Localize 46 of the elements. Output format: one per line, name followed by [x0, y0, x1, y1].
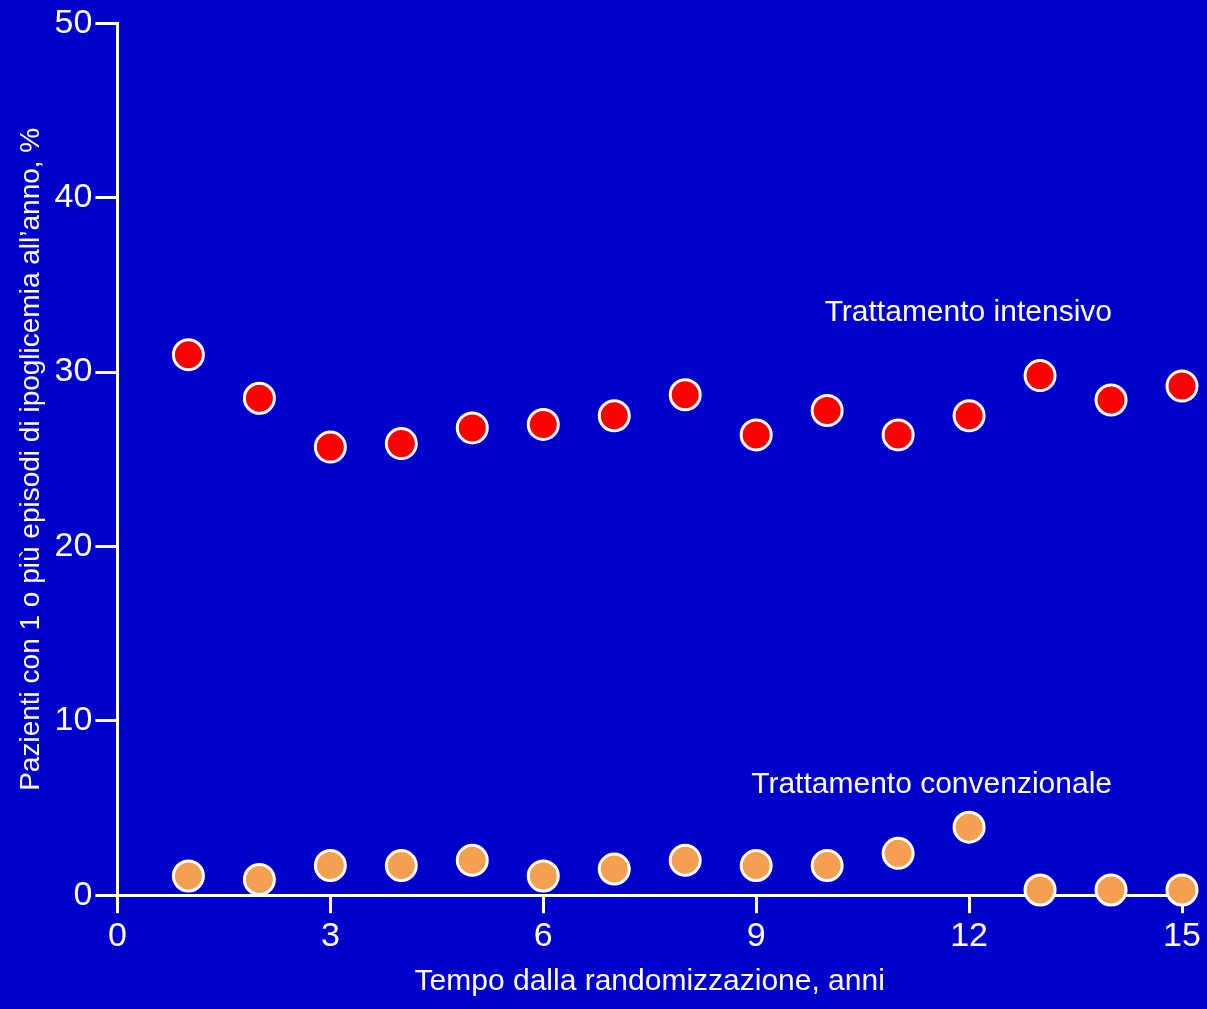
point: [1023, 359, 1057, 393]
y-tick-label: 40: [54, 176, 93, 215]
point: [952, 810, 986, 844]
point: [526, 407, 560, 441]
point: [1094, 383, 1128, 417]
x-tick-label: 0: [107, 914, 127, 953]
x-tick-label: 15: [1163, 914, 1201, 953]
point: [597, 852, 631, 886]
y-tick-label: 10: [54, 699, 93, 738]
point: [810, 849, 844, 883]
point: [455, 411, 489, 445]
point: [526, 859, 560, 893]
point: [313, 430, 347, 464]
y-tick-label: 50: [54, 1, 93, 40]
y-axis-title: Pazienti con 1 o più episodi di ipoglicemia all’anno, %: [13, 127, 45, 791]
point: [455, 843, 489, 877]
x-tick-label: 12: [950, 914, 988, 953]
point: [384, 849, 418, 883]
point: [242, 381, 276, 415]
y-tick-label: 0: [73, 873, 93, 912]
point: [1023, 873, 1057, 907]
x-tick-label: 6: [533, 914, 553, 953]
x-tick-label: 9: [746, 914, 766, 953]
point: [668, 378, 702, 412]
point: [739, 849, 773, 883]
point: [313, 849, 347, 883]
point: [1165, 873, 1199, 907]
point: [242, 863, 276, 897]
point: [384, 427, 418, 461]
point: [597, 399, 631, 433]
point: [739, 418, 773, 452]
y-tick-label: 20: [54, 524, 93, 563]
series-label: Trattamento convenzionale: [751, 766, 1112, 800]
point: [810, 393, 844, 427]
x-axis-title: Tempo dalla randomizzazione, anni: [414, 963, 885, 997]
point: [1165, 369, 1199, 403]
point: [881, 836, 915, 870]
point: [171, 859, 205, 893]
point: [952, 399, 986, 433]
point: [668, 843, 702, 877]
point: [1094, 873, 1128, 907]
series-label: Trattamento intensivo: [824, 293, 1112, 327]
y-tick-label: 30: [54, 350, 93, 389]
x-tick-label: 3: [320, 914, 340, 953]
point: [171, 338, 205, 372]
point: [881, 418, 915, 452]
